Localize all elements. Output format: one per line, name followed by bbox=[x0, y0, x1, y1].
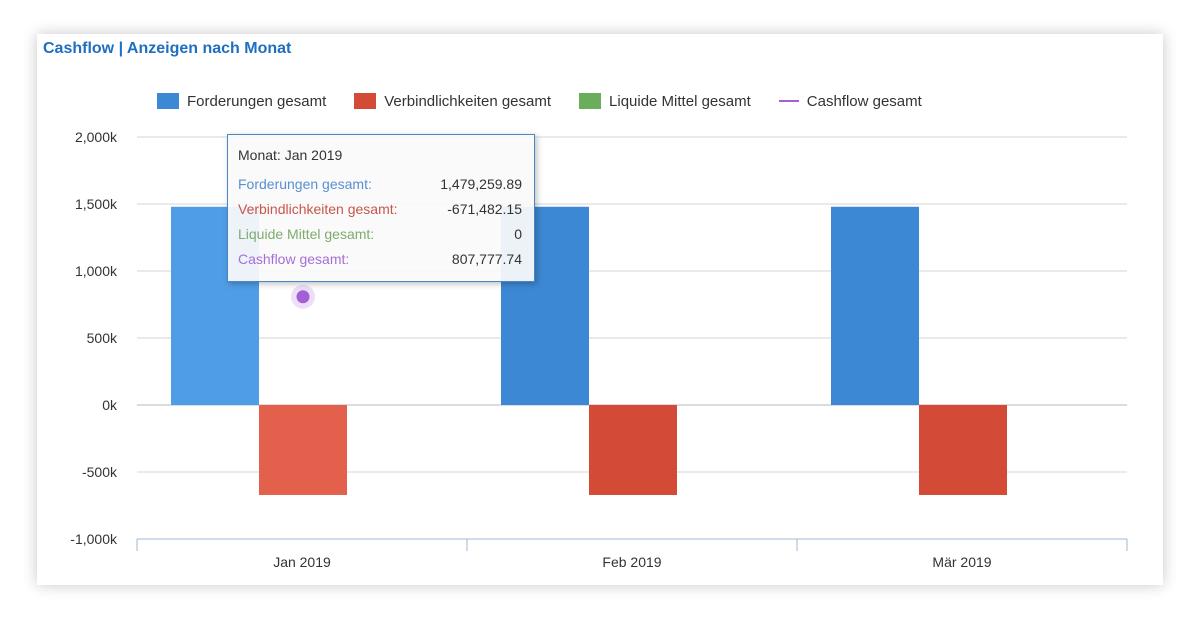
tooltip-label-liquide-mittel: Liquide Mittel gesamt: bbox=[238, 225, 375, 242]
x-tick-label: Jan 2019 bbox=[273, 554, 331, 570]
bar-verbindlichkeiten bbox=[589, 405, 677, 495]
legend-item-cashflow[interactable]: Cashflow gesamt bbox=[778, 92, 922, 110]
legend-label-verbindlichkeiten: Verbindlichkeiten gesamt bbox=[384, 92, 552, 110]
legend-swatch-verbindlichkeiten bbox=[354, 93, 377, 109]
y-tick-label: 500k bbox=[87, 330, 118, 346]
x-tick-label: Feb 2019 bbox=[602, 554, 661, 570]
tooltip-row-cashflow: Cashflow gesamt: 807,777.74 bbox=[238, 246, 522, 271]
tooltip-row-forderungen: Forderungen gesamt: 1,479,259.89 bbox=[238, 171, 522, 196]
y-tick-label: 1,000k bbox=[75, 263, 118, 279]
x-tick-label: Mär 2019 bbox=[932, 554, 991, 570]
tooltip-label-cashflow: Cashflow gesamt: bbox=[238, 250, 350, 267]
tooltip-label-forderungen: Forderungen gesamt: bbox=[238, 175, 372, 192]
legend-swatch-liquide-mittel bbox=[579, 93, 602, 109]
y-tick-label: 0k bbox=[102, 397, 118, 413]
tooltip-row-verbindlichkeiten: Verbindlichkeiten gesamt: -671,482.15 bbox=[238, 196, 522, 221]
y-tick-label: 2,000k bbox=[75, 129, 118, 145]
tooltip: Monat: Jan 2019 Forderungen gesamt: 1,47… bbox=[227, 134, 535, 282]
bar-verbindlichkeiten bbox=[259, 405, 347, 495]
legend: Forderungen gesamt Verbindlichkeiten ges… bbox=[157, 90, 922, 112]
bar-forderungen bbox=[831, 206, 919, 405]
y-tick-label: 1,500k bbox=[75, 196, 118, 212]
tooltip-row-liquide-mittel: Liquide Mittel gesamt: 0 bbox=[238, 221, 522, 246]
legend-item-verbindlichkeiten[interactable]: Verbindlichkeiten gesamt bbox=[354, 93, 551, 110]
cashflow-point bbox=[296, 290, 310, 304]
y-tick-label: -1,000k bbox=[70, 531, 118, 547]
legend-label-cashflow: Cashflow gesamt bbox=[806, 92, 922, 110]
legend-swatch-cashflow bbox=[778, 100, 799, 102]
chart-title: Cashflow | Anzeigen nach Monat bbox=[43, 40, 292, 57]
legend-label-liquide-mittel: Liquide Mittel gesamt bbox=[609, 92, 751, 110]
tooltip-header: Monat: Jan 2019 bbox=[238, 147, 343, 163]
bar-verbindlichkeiten bbox=[919, 405, 1007, 495]
chart-card: Cashflow | Anzeigen nach Monat Forderung… bbox=[37, 34, 1163, 585]
tooltip-value-cashflow: 807,777.74 bbox=[451, 250, 522, 267]
legend-item-forderungen[interactable]: Forderungen gesamt bbox=[157, 93, 326, 110]
tooltip-value-forderungen: 1,479,259.89 bbox=[440, 175, 522, 192]
plot-area: 2,000k 1,500k 1,000k 500k 0k -500k -1,000k Jan … bbox=[70, 129, 1128, 570]
legend-item-liquide-mittel[interactable]: Liquide Mittel gesamt bbox=[579, 93, 751, 110]
y-tick-label: -500k bbox=[82, 464, 118, 480]
tooltip-label-verbindlichkeiten: Verbindlichkeiten gesamt: bbox=[238, 200, 398, 217]
tooltip-value-verbindlichkeiten: -671,482.15 bbox=[447, 200, 522, 217]
tooltip-value-liquide-mittel: 0 bbox=[514, 225, 522, 242]
legend-swatch-forderungen bbox=[157, 93, 179, 109]
legend-label-forderungen: Forderungen gesamt bbox=[187, 92, 327, 110]
